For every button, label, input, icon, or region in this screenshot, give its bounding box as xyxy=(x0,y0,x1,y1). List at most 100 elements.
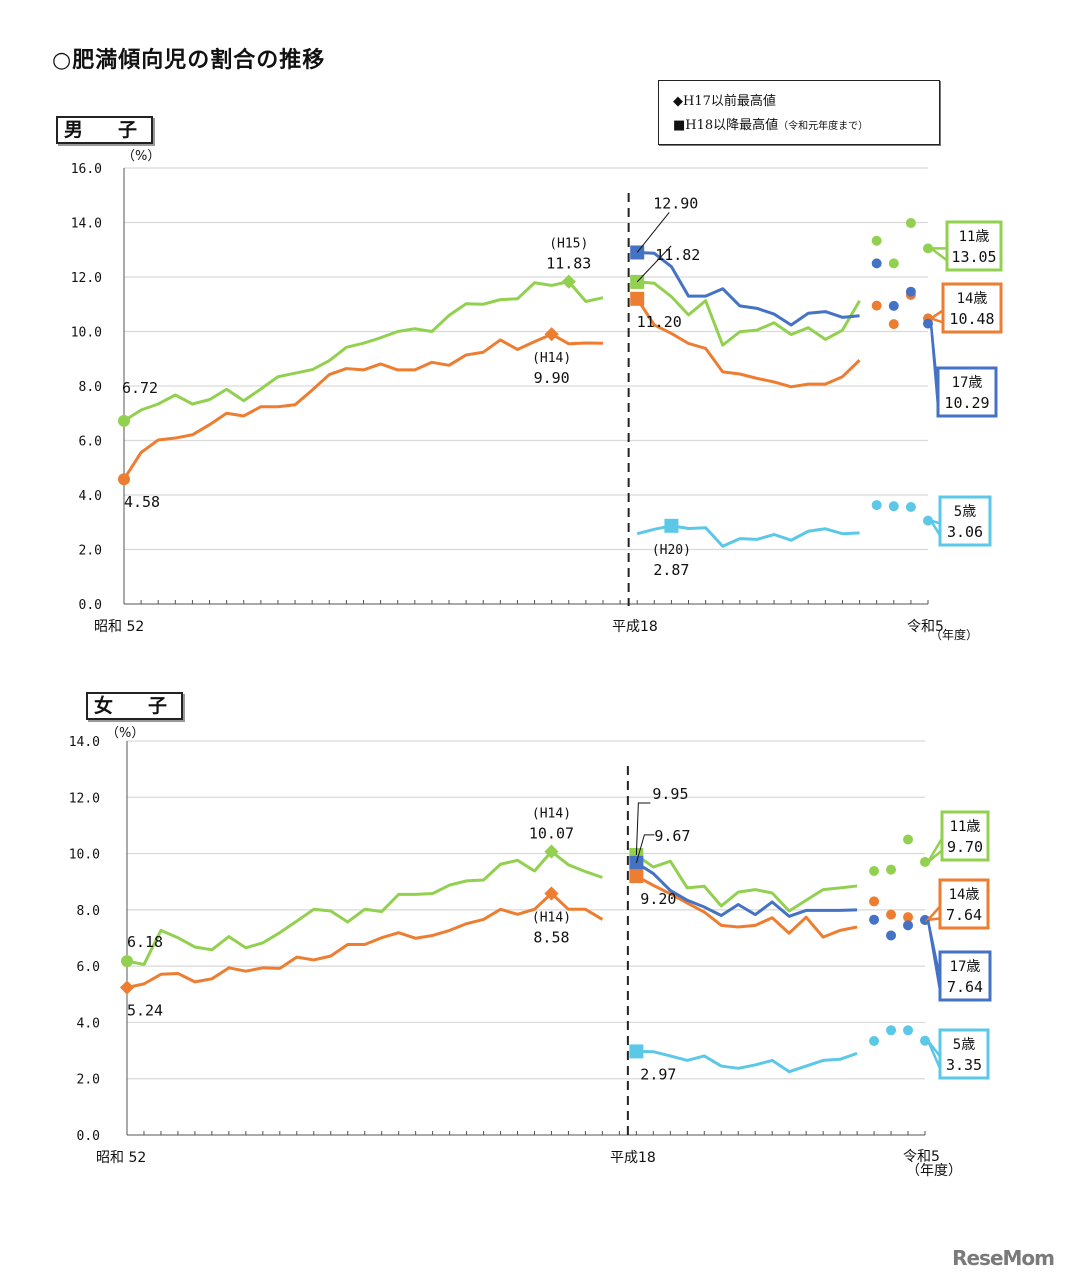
square-marker xyxy=(629,1044,644,1059)
callout-value: 9.70 xyxy=(947,838,983,856)
square-marker xyxy=(629,869,644,884)
series-line-14歳 xyxy=(122,332,604,481)
callout-value: 3.06 xyxy=(947,523,983,541)
series-dot-11歳 xyxy=(905,218,916,229)
leader-line xyxy=(635,834,655,863)
chart-boys-x-label-mid: 平成18 xyxy=(612,619,658,635)
annotation-label: (H14) xyxy=(532,911,571,926)
start-marker xyxy=(118,414,130,427)
annotation-label: 9.90 xyxy=(534,369,570,387)
callout-pointer-11歳 xyxy=(926,833,944,863)
square-marker xyxy=(630,291,645,306)
callout-age: 11歳 xyxy=(950,819,981,835)
series-dot-11歳 xyxy=(888,258,899,269)
legend-diamond-entry: ◆H17以前最高値 xyxy=(673,94,776,109)
annotation-label: 12.90 xyxy=(653,194,698,212)
y-tick-label: 12.0 xyxy=(69,791,100,806)
y-tick-label: 14.0 xyxy=(69,735,100,750)
series-dot-14歳 xyxy=(869,896,880,907)
series-dot-5歳 xyxy=(920,1035,930,1046)
series-dot-5歳 xyxy=(869,1036,880,1047)
y-tick-label: 2.0 xyxy=(79,544,102,559)
series-dot-11歳 xyxy=(923,243,933,254)
diamond-marker xyxy=(544,327,559,342)
callout-pointer-5歳 xyxy=(926,1039,942,1069)
annotation-label: (H20) xyxy=(652,543,691,558)
annotation-label: 10.07 xyxy=(529,825,574,843)
diamond-marker xyxy=(119,980,135,995)
start-marker xyxy=(118,473,130,486)
callout-age: 17歳 xyxy=(952,375,983,391)
leader-line xyxy=(636,212,670,253)
series-dot-11歳 xyxy=(886,864,897,875)
annotation-label: (H14) xyxy=(532,807,571,822)
callout-pointer-17歳 xyxy=(926,919,942,991)
series-dot-5歳 xyxy=(905,501,916,512)
callout-box-14歳 xyxy=(941,282,1003,334)
diamond-marker xyxy=(561,274,576,289)
series-dot-11歳 xyxy=(920,857,930,868)
callout-box-14歳 xyxy=(938,878,990,930)
callout-box-11歳 xyxy=(940,810,990,862)
chart-0: 0.0 2.0 4.0 6.0 8.0 10.0 12.0 14.0 16.0 6.72 4.58 (… xyxy=(71,162,1003,613)
annotation-label: 8.58 xyxy=(533,929,569,947)
series-line-17歳 xyxy=(637,250,860,327)
y-tick-label: 0.0 xyxy=(79,598,102,613)
series-dot-17歳 xyxy=(888,300,899,311)
callout-value: 7.64 xyxy=(947,978,983,996)
callout-age: 11歳 xyxy=(959,229,990,245)
y-tick-label: 8.0 xyxy=(77,904,100,919)
y-tick-label: 4.0 xyxy=(79,489,102,504)
chart-girls-x-unit: （年度） xyxy=(906,1163,962,1179)
legend: ◆H17以前最高値 ■H18以降最高値（令和元年度まで） xyxy=(658,80,940,145)
chart-girls-title: 女 子 xyxy=(86,692,184,720)
legend-square-entry: ■H18以降最高値（令和元年度まで） xyxy=(673,114,868,133)
series-dot-14歳 xyxy=(888,319,899,330)
chart-boys-title: 男 子 xyxy=(56,116,154,144)
series-dot-14歳 xyxy=(871,300,882,311)
annotation-label: 9.95 xyxy=(652,785,688,803)
series-dot-11歳 xyxy=(869,866,880,877)
series-dot-17歳 xyxy=(869,914,880,925)
legend-square-note: （令和元年度まで） xyxy=(778,121,869,132)
annotation-label: 4.58 xyxy=(124,493,160,511)
leader-line xyxy=(636,245,672,283)
callout-box-17歳 xyxy=(938,950,992,1002)
series-dot-5歳 xyxy=(886,1025,897,1036)
series-dot-5歳 xyxy=(903,1025,914,1036)
series-dot-14歳 xyxy=(903,912,914,923)
y-tick-label: 6.0 xyxy=(79,435,102,450)
start-marker xyxy=(121,955,133,968)
callout-value: 3.35 xyxy=(946,1056,982,1074)
series-dot-5歳 xyxy=(871,500,882,511)
series-dot-14歳 xyxy=(886,909,897,920)
callout-box-17歳 xyxy=(936,366,998,418)
annotation-label: 11.82 xyxy=(655,246,700,264)
series-dot-17歳 xyxy=(871,258,882,269)
callout-pointer-11歳 xyxy=(927,247,949,263)
chart-boys-x-label-end: 令和5 xyxy=(907,619,944,635)
chart-1: 0.0 2.0 4.0 6.0 8.0 10.0 12.0 14.0 6.18 5.24 (H14)… xyxy=(69,735,992,1144)
y-tick-label: 12.0 xyxy=(71,271,102,286)
chart-boys-x-label-start: 昭和 52 xyxy=(94,619,145,635)
series-dot-17歳 xyxy=(886,930,897,941)
series-dot-17歳 xyxy=(903,920,914,931)
callout-pointer-14歳 xyxy=(928,308,945,325)
callout-value: 10.29 xyxy=(944,394,989,412)
series-line-5歳 xyxy=(636,1049,858,1074)
square-marker xyxy=(664,518,679,533)
series-dot-5歳 xyxy=(888,501,899,512)
annotation-label: 9.67 xyxy=(654,827,690,845)
callout-age: 17歳 xyxy=(950,959,981,975)
annotation-label: 2.97 xyxy=(640,1065,676,1083)
legend-square-label: ■H18以降最高値 xyxy=(673,118,779,133)
annotation-label: (H15) xyxy=(549,237,588,252)
callout-box-5歳 xyxy=(938,1028,990,1080)
y-tick-label: 14.0 xyxy=(71,217,102,232)
callout-value: 7.64 xyxy=(946,906,982,924)
callout-age: 5歳 xyxy=(953,1037,975,1053)
chart-girls-y-unit: （%） xyxy=(106,726,145,741)
series-line-14歳 xyxy=(635,874,858,939)
series-line-11歳 xyxy=(123,280,604,423)
series-line-14歳 xyxy=(126,892,604,989)
